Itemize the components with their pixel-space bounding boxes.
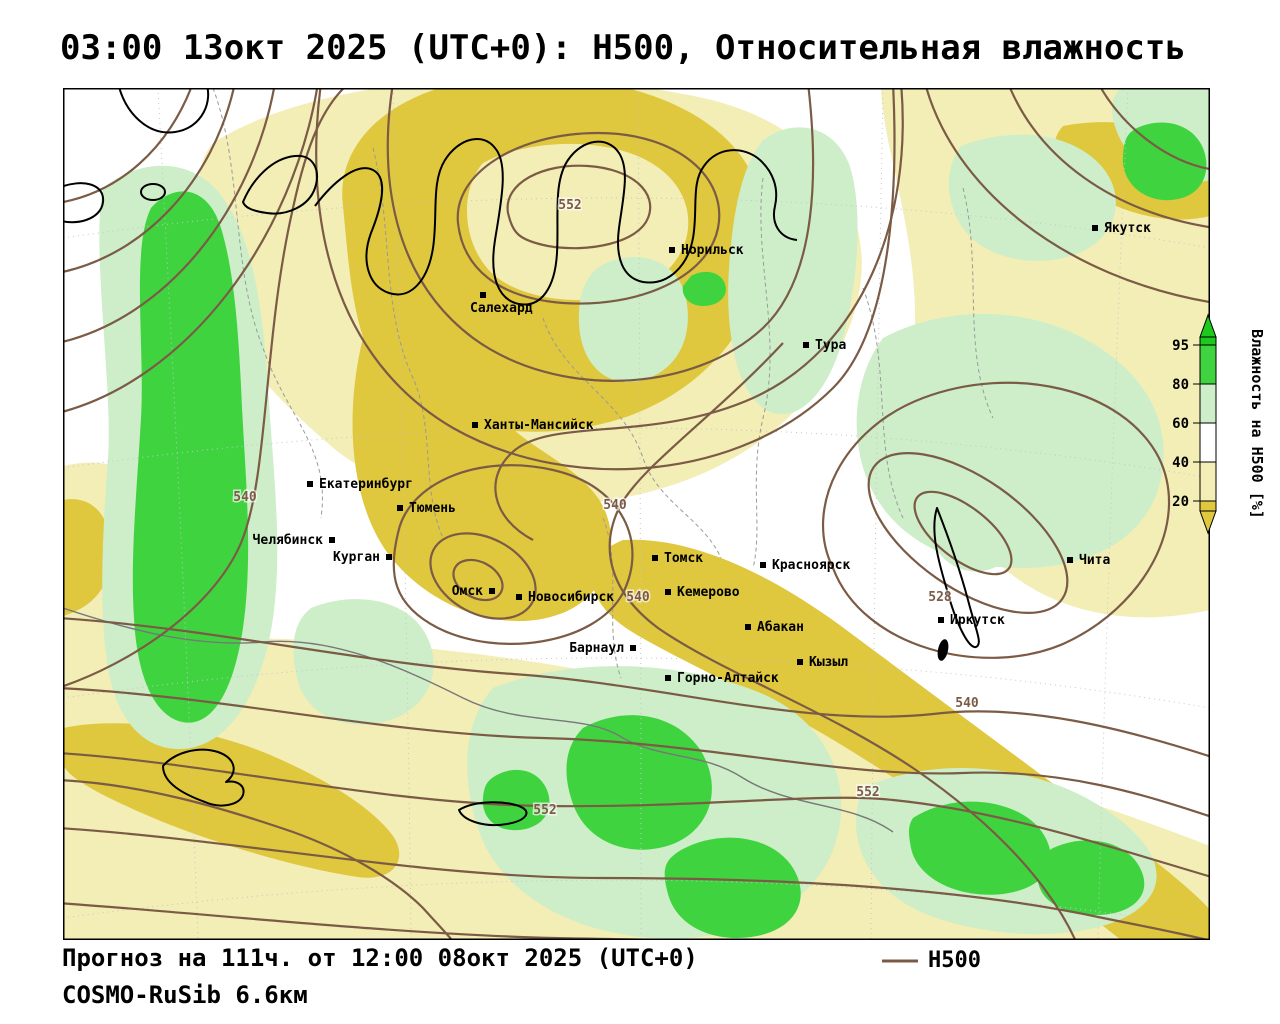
city-marker <box>480 292 486 298</box>
colorbar-axis-label: Влажность на H500 [%] <box>1248 329 1266 519</box>
city-label: Салехард <box>470 301 533 316</box>
city-label: Курган <box>333 550 380 565</box>
contour-value-label: 540 <box>603 498 627 513</box>
model-info-text: COSMO-RuSib 6.6км <box>62 981 308 1009</box>
cities-layer: Норильск Салехард Тура Якутск Ханты-Мансийск… <box>253 221 1152 686</box>
lake-balkhash <box>162 748 245 807</box>
contour-labels-layer: 552 540 540 540 528 540 552 552 <box>232 197 981 820</box>
contour-value-label: 552 <box>558 198 581 213</box>
contour-value-label: 540 <box>955 696 979 711</box>
colorbar-segment <box>1199 422 1217 463</box>
city-label: Барнаул <box>569 641 624 656</box>
city-marker <box>630 645 636 651</box>
city-label: Чита <box>1079 553 1110 568</box>
city-label: Абакан <box>757 620 804 635</box>
city-label: Томск <box>664 551 703 566</box>
city-label: Якутск <box>1104 221 1151 236</box>
colorbar-arrow-top <box>1199 313 1217 338</box>
weather-map-image: 552 540 540 540 528 540 552 552 Норильск Салехар… <box>57 75 1216 947</box>
colorbar-tick-label: 40 <box>1172 455 1189 471</box>
city-marker <box>386 554 392 560</box>
city-label: Кызыл <box>809 655 848 670</box>
legend-line-icon <box>882 959 918 962</box>
city-marker <box>1067 557 1073 563</box>
colorbar-segment <box>1199 461 1217 502</box>
city-label: Красноярск <box>772 558 850 573</box>
city-label: Челябинск <box>253 533 324 548</box>
city-marker <box>489 588 495 594</box>
city-marker <box>516 594 522 600</box>
coastlines <box>57 82 980 826</box>
contour-value-label: 552 <box>533 803 556 818</box>
city-label: Горно-Алтайск <box>677 671 779 686</box>
contour-value-label: 552 <box>856 785 879 800</box>
city-marker <box>329 537 335 543</box>
city-marker <box>669 247 675 253</box>
colorbar-tick-label: 80 <box>1172 377 1189 393</box>
city-marker <box>745 624 751 630</box>
city-marker <box>1092 225 1098 231</box>
colorbar-segment <box>1199 336 1217 346</box>
colorbar-tick-label: 20 <box>1172 494 1189 510</box>
colorbar-segment <box>1199 344 1217 385</box>
city-label: Норильск <box>681 243 744 258</box>
colorbar-segment <box>1199 500 1217 512</box>
lake-khubsugul <box>937 639 949 661</box>
colorbar-tick-label: 60 <box>1172 416 1189 432</box>
map-container: 552 540 540 540 528 540 552 552 Норильск Салехар… <box>57 75 1216 947</box>
city-marker <box>797 659 803 665</box>
colorbar-segment <box>1199 383 1217 424</box>
city-label: Тюмень <box>409 501 456 516</box>
lake-zaysan <box>458 801 528 826</box>
city-marker <box>472 422 478 428</box>
city-marker <box>665 589 671 595</box>
city-marker <box>665 675 671 681</box>
city-marker <box>938 617 944 623</box>
lake-baikal <box>933 507 980 648</box>
contour-value-label: 540 <box>233 490 257 505</box>
contour-value-label: 528 <box>928 590 952 605</box>
city-label: Иркутск <box>950 613 1005 628</box>
city-marker <box>397 505 403 511</box>
colorbar-tick-label: 95 <box>1172 338 1189 354</box>
city-label: Ханты-Мансийск <box>484 418 594 433</box>
legend-label: H500 <box>928 948 981 973</box>
city-label: Кемерово <box>677 585 740 600</box>
forecast-info-text: Прогноз на 111ч. от 12:00 08окт 2025 (UT… <box>62 944 698 972</box>
city-marker <box>803 342 809 348</box>
city-marker <box>760 562 766 568</box>
city-marker <box>307 481 313 487</box>
humidity-high-layer <box>132 122 1207 939</box>
colorbar-arrow-bottom <box>1199 510 1217 535</box>
colorbar: 95 80 60 40 20 Влажность на H500 [%] <box>1172 313 1266 535</box>
h500-contours <box>57 82 1216 947</box>
page-title: 03:00 13окт 2025 (UTC+0): H500, Относите… <box>60 28 1186 68</box>
city-label: Новосибирск <box>528 590 614 605</box>
contour-value-label: 540 <box>626 590 650 605</box>
city-label: Екатеринбург <box>319 477 413 492</box>
city-marker <box>652 555 658 561</box>
city-label: Тура <box>815 338 846 353</box>
h500-legend: H500 <box>880 948 981 973</box>
city-label: Омск <box>452 584 483 599</box>
colorbar-ticks: 95 80 60 40 20 <box>1172 338 1200 510</box>
